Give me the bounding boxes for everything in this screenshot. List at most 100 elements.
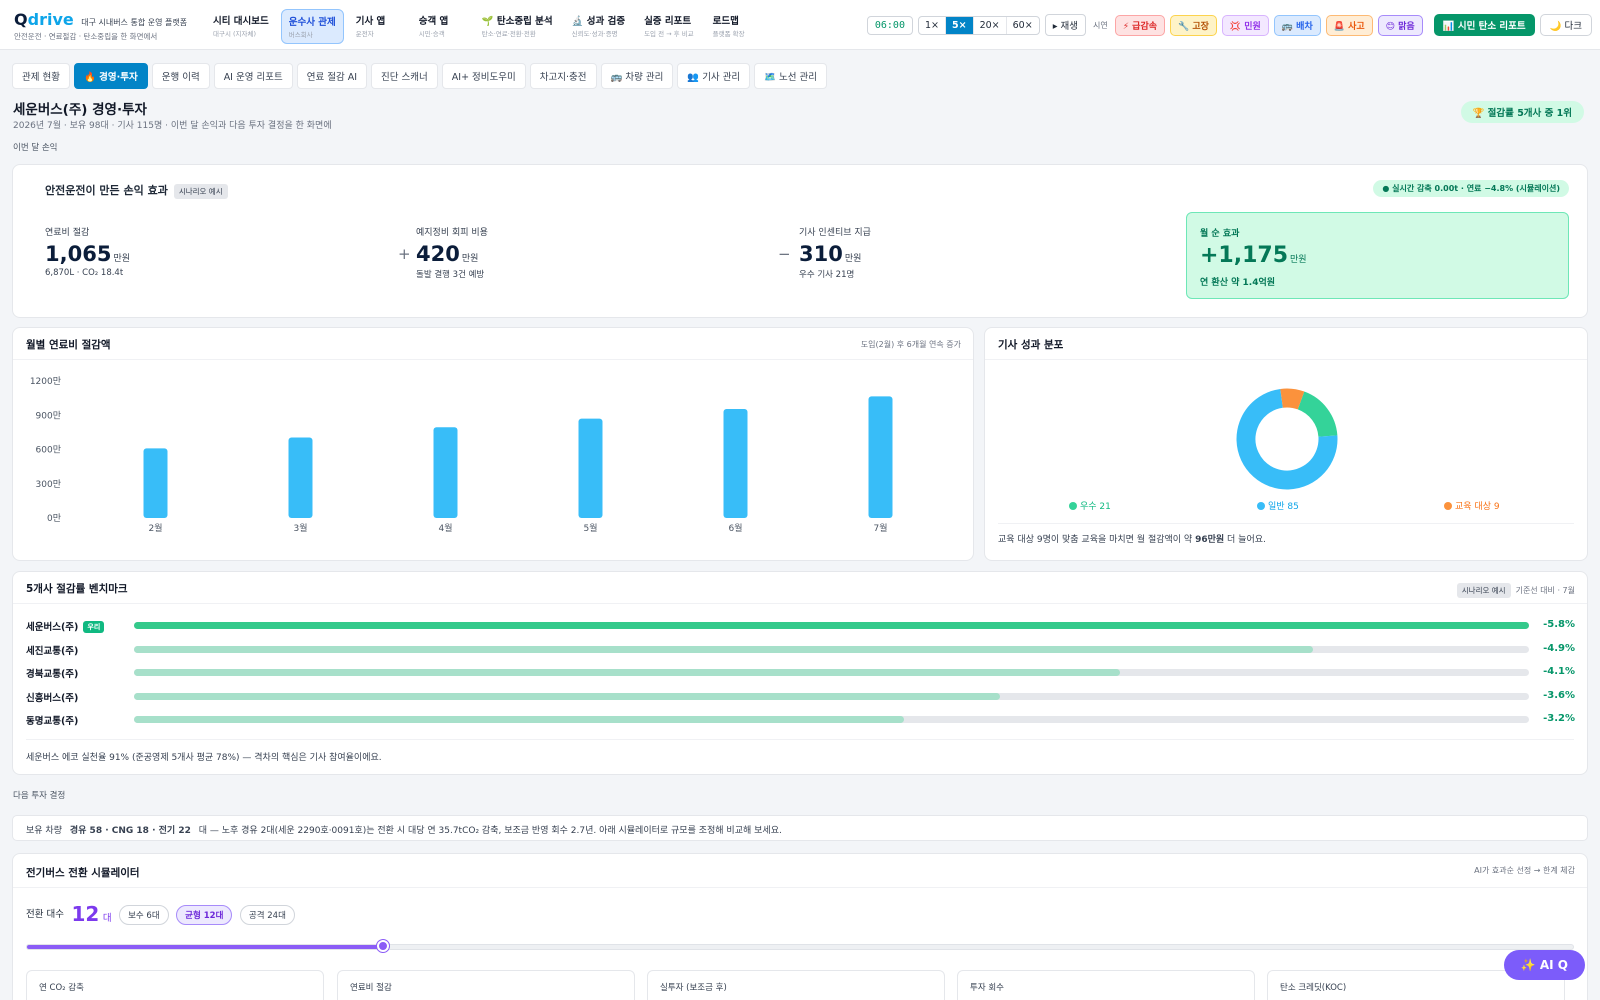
benchmark-row: 신흥버스(주) -3.6% <box>26 690 1575 704</box>
conversion-count-value: 12 <box>71 902 100 926</box>
tab-maintenance-helper[interactable]: AI+ 정비도우미 <box>441 63 526 89</box>
speed-60x[interactable]: 60× <box>1012 19 1033 31</box>
y-tick-label: 900만 <box>36 410 61 421</box>
pl-title: 안전운전이 만든 손익 효과 시나리오 예시 <box>45 182 228 199</box>
minus-sign: − <box>778 245 791 263</box>
preset-aggressive-button[interactable]: 공격 24대 <box>239 905 295 925</box>
driver-distribution-title: 기사 성과 분포 <box>998 339 1064 351</box>
fleet-info-bar: 보유 차량 경유 58 · CNG 18 · 전기 22 대 — 노후 경유 2… <box>12 815 1588 841</box>
tab-management-investment[interactable]: 🔥 경영·투자 <box>73 63 148 89</box>
x-tick-label: 5월 <box>583 522 597 534</box>
benchmark-row: 세운버스(주) 우리 -5.8% <box>26 619 1575 633</box>
tab-route-management[interactable]: 🗺️ 노선 관리 <box>754 63 828 89</box>
benchmark-card: 5개사 절감률 벤치마크 시나리오 예시 기준선 대비 · 7월 세운버스(주) 우… <box>12 571 1588 775</box>
fuel-chart-subtitle: 도입(2월) 후 6개월 연속 증가 <box>860 340 961 349</box>
tab-vehicle-management[interactable]: 🚌 차량 관리 <box>600 63 674 89</box>
donut-slice <box>1236 388 1338 490</box>
metric-maintenance: 예지정비 회피 비용 420 만원 돌발 결행 3건 예방 <box>416 228 488 280</box>
scenario-tag: 시나리오 예시 <box>173 183 228 199</box>
sub-tabs: 관제 현황 🔥 경영·투자 운행 이력 AI 운영 리포트 연료 절감 AI 진… <box>12 63 828 89</box>
tab-control-status[interactable]: 관제 현황 <box>12 63 70 89</box>
top-bar: Qdrive 대구 시내버스 통합 운영 플랫폼 안전운전 · 연료절감 · 탄… <box>0 0 1600 50</box>
scenario-complaint-button[interactable]: 💢 민원 <box>1221 14 1269 36</box>
benchmark-bar <box>134 646 1313 653</box>
sim-card-fuel: 연료비 절감 <box>337 970 635 1000</box>
fuel-bar <box>143 448 168 518</box>
speed-1x[interactable]: 1× <box>919 16 946 34</box>
conversion-slider[interactable] <box>26 940 1574 952</box>
nav-operator-control[interactable]: 운수사 관제 버스회사 <box>280 9 344 44</box>
y-tick-label: 600만 <box>36 445 61 456</box>
simulator-sub: AI가 효과순 선정 → 한계 체감 <box>1474 866 1575 875</box>
nav-carbon-analysis[interactable]: 🌱 탄소중립 분석 탄소·연료·전환·전환 <box>481 16 553 38</box>
y-tick-label: 1200만 <box>30 376 61 387</box>
dark-mode-button[interactable]: 🌙 다크 <box>1539 14 1592 36</box>
legend-excellent: 우수 21 <box>1069 499 1111 512</box>
play-button[interactable]: ▸ 재생 <box>1044 14 1086 36</box>
slider-handle[interactable] <box>376 940 389 952</box>
benchmark-bar <box>134 669 1121 676</box>
nav-driver-app[interactable]: 기사 앱 운전자 <box>355 16 386 38</box>
sim-card-co2: 연 CO₂ 감축 <box>26 970 324 1000</box>
legend-normal: 일반 85 <box>1257 499 1299 512</box>
live-reduction-badge: ● 실시간 감축 0.00t · 연료 −4.8% (시뮬레이션) <box>1373 180 1569 197</box>
fuel-chart-card: 월별 연료비 절감액 도입(2월) 후 6개월 연속 증가 0만 300만 600만… <box>12 327 974 561</box>
nav-roadmap[interactable]: 로드맵 플랫폼 확장 <box>712 16 745 38</box>
fuel-bar <box>723 408 748 518</box>
speed-selector: 1× 5× 20× 60× <box>917 15 1040 35</box>
tab-diagnostic-scanner[interactable]: 진단 스캐너 <box>371 63 438 89</box>
benchmark-sub: 시나리오 예시 기준선 대비 · 7월 <box>1451 583 1575 598</box>
tab-driver-management[interactable]: 👥 기사 관리 <box>677 63 751 89</box>
nav-field-report[interactable]: 실증 리포트 도입 전 → 후 비교 <box>644 16 694 38</box>
our-company-badge: 우리 <box>83 621 105 633</box>
preset-balanced-button[interactable]: 균형 12대 <box>176 905 233 925</box>
fuel-bar-chart: 0만 300만 600만 900만 1200만 2월 3월 4월 5월 6월 7월 <box>30 376 893 534</box>
x-tick-label: 4월 <box>438 522 452 534</box>
preset-conservative-button[interactable]: 보수 6대 <box>119 905 169 925</box>
scenario-accident-button[interactable]: 🚨 사고 <box>1325 14 1373 36</box>
driver-note: 교육 대상 9명이 맞춤 교육을 마치면 월 절감액이 약 96만원 더 늘어요… <box>998 535 1266 545</box>
sim-card-payback: 투자 회수 <box>957 970 1255 1000</box>
benchmark-bar <box>134 693 1000 700</box>
sim-card-invest: 실투자 (보조금 후) <box>647 970 945 1000</box>
nav-city-dashboard[interactable]: 시티 대시보드 대구시 (지자체) <box>213 16 269 38</box>
speed-20x[interactable]: 20× <box>974 16 1007 34</box>
benchmark-title: 5개사 절감률 벤치마크 <box>26 583 128 595</box>
tab-ai-report[interactable]: AI 운영 리포트 <box>213 63 293 89</box>
scenario-clear-button[interactable]: 😊 맑음 <box>1377 14 1423 36</box>
donut-slice <box>1236 388 1338 490</box>
legend-training: 교육 대상 9 <box>1444 499 1500 512</box>
nav-performance-verify[interactable]: 🔬 성과 검증 신뢰도·성과·증명 <box>571 16 626 38</box>
tab-fuel-saving-ai[interactable]: 연료 절감 AI <box>296 63 368 89</box>
benchmark-row: 동명교통(주) -3.2% <box>26 713 1575 727</box>
x-tick-label: 2월 <box>148 522 162 534</box>
ai-q-button[interactable]: ✨ AI Q <box>1503 950 1585 980</box>
fuel-bar <box>578 418 603 518</box>
brand-tagline: 대구 시내버스 통합 운영 플랫폼 <box>81 18 188 27</box>
page-title: 세운버스(주) 경영·투자 <box>13 102 147 118</box>
citizen-carbon-report-button[interactable]: 📊 시민 탄소 리포트 <box>1433 14 1535 36</box>
fuel-chart-title: 월별 연료비 절감액 <box>26 339 111 351</box>
scenario-label: 시연 <box>1092 20 1108 30</box>
nav-passenger-app[interactable]: 승객 앱 시민·승객 <box>418 16 449 38</box>
y-tick-label: 0만 <box>47 513 61 524</box>
benchmark-row: 세진교통(주) -4.9% <box>26 643 1575 657</box>
scenario-hard-brake-button[interactable]: ⚡ 급감속 <box>1114 14 1166 36</box>
speed-5x[interactable]: 5× <box>946 16 974 34</box>
driver-donut-chart <box>1236 388 1338 490</box>
section-label-month: 이번 달 손익 <box>13 143 58 153</box>
tab-operation-history[interactable]: 운행 이력 <box>151 63 210 89</box>
tab-depot-charging[interactable]: 차고지·충전 <box>529 63 597 89</box>
y-tick-label: 300만 <box>36 479 61 490</box>
scenario-breakdown-button[interactable]: 🔧 고장 <box>1170 14 1217 36</box>
x-tick-label: 6월 <box>728 522 742 534</box>
conversion-count-row: 전환 대수 12 대 보수 6대 균형 12대 공격 24대 <box>26 902 295 926</box>
metric-incentive: 기사 인센티브 지급 310 만원 우수 기사 21명 <box>799 228 871 280</box>
brand[interactable]: Qdrive 대구 시내버스 통합 운영 플랫폼 안전운전 · 연료절감 · 탄… <box>14 10 187 42</box>
rank-badge: 🏆 절감률 5개사 중 1위 <box>1460 101 1584 123</box>
benchmark-bar <box>134 716 904 723</box>
scenario-dispatch-button[interactable]: 🚌 배차 <box>1273 14 1321 36</box>
x-tick-label: 3월 <box>293 522 307 534</box>
page-subtitle: 2026년 7월 · 보유 98대 · 기사 115명 · 이번 달 손익과 다… <box>13 121 332 131</box>
logo: Qdrive <box>14 10 74 29</box>
